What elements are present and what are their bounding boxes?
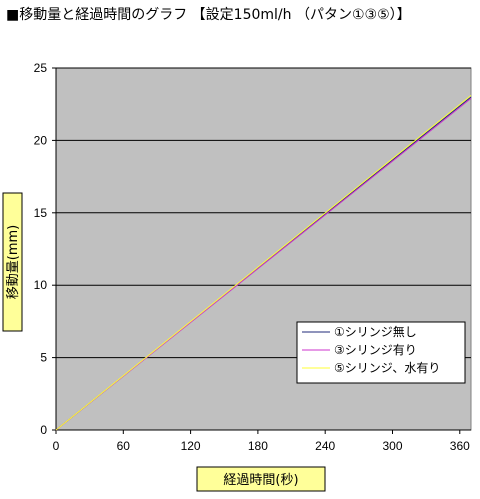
x-tick-label: 180	[248, 439, 268, 453]
x-tick-label: 240	[315, 439, 335, 453]
y-tick-label: 20	[34, 133, 48, 147]
series-line-3	[55, 95, 472, 431]
x-tick-label: 360	[450, 439, 470, 453]
y-tick-labels: 0 5 10 15 20 25	[34, 61, 48, 437]
x-tick-labels: 0 60 120 180 240 300 360	[53, 439, 470, 453]
y-tick-label: 5	[40, 351, 47, 365]
axes	[52, 67, 471, 434]
x-axis-title: 経過時間(秒)	[223, 473, 298, 488]
x-tick-label: 60	[117, 439, 131, 453]
x-tick-label: 300	[382, 439, 402, 453]
legend-entry-3: ⑤シリンジ、水有り	[334, 361, 440, 375]
legend-entry-1: ①シリンジ無し	[334, 324, 417, 339]
y-axis-title: 移動量(mm)	[6, 225, 21, 299]
x-axis-title-box	[196, 466, 326, 492]
gridlines	[56, 67, 471, 359]
legend: ①シリンジ無し ③シリンジ有り ⑤シリンジ、水有り	[296, 321, 466, 384]
chart-title: ■移動量と経過時間のグラフ 【設定150ml/h （パタン①③⑤）】	[6, 7, 411, 23]
x-tick-label: 120	[181, 439, 201, 453]
y-axis-title-box	[2, 192, 23, 332]
legend-entry-2: ③シリンジ有り	[334, 343, 417, 357]
series-lines	[55, 95, 472, 431]
y-tick-label: 10	[34, 278, 48, 292]
y-tick-label: 15	[34, 206, 48, 220]
x-tick-label: 0	[53, 439, 60, 453]
y-tick-label: 0	[40, 423, 47, 437]
y-tick-label: 25	[34, 61, 48, 75]
